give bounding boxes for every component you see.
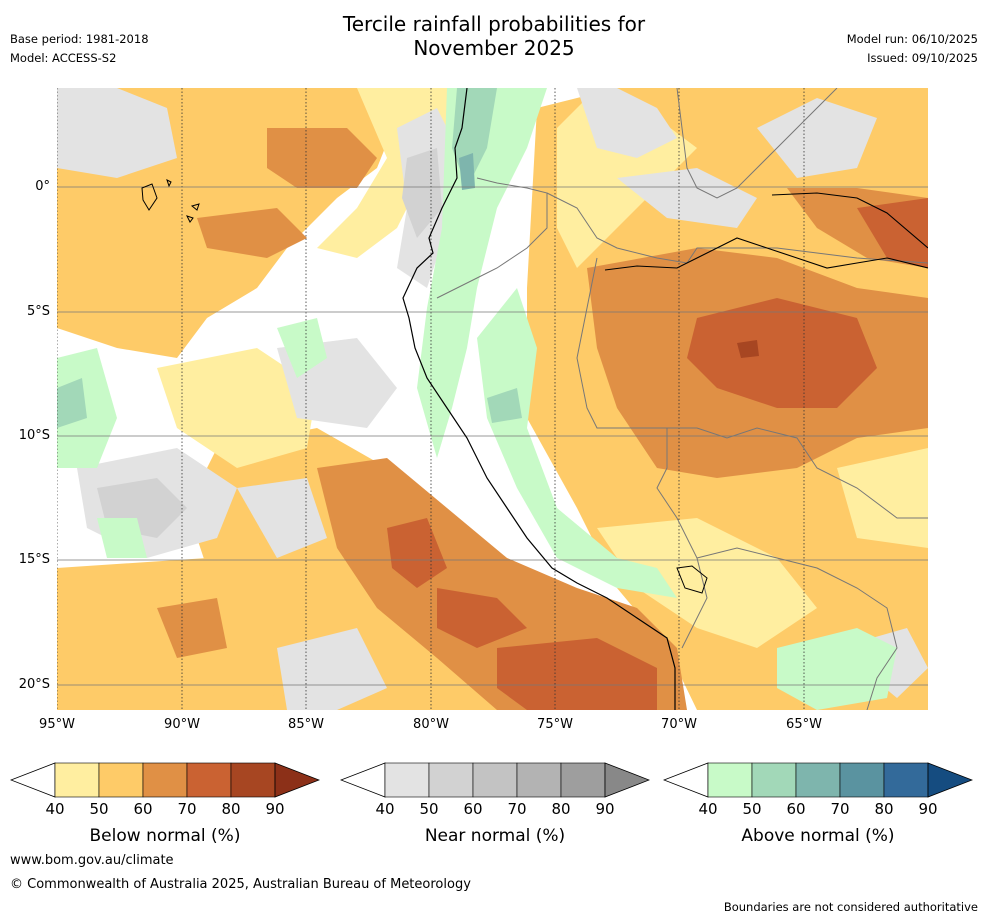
below-normal-colorbar-bin-4	[186, 762, 232, 798]
title-line-1: Tercile rainfall probabilities for	[342, 12, 646, 36]
amazon-river	[604, 237, 928, 271]
below-normal-colorbar-high-extend	[274, 762, 320, 798]
rio-negro	[771, 192, 928, 249]
near-normal-colorbar-bin-5	[560, 762, 606, 798]
near-normal-colorbar-title: Near normal (%)	[424, 826, 566, 846]
above-normal-40-50-regions	[57, 88, 897, 710]
latitude-gridlines	[57, 186, 928, 686]
above-normal-colorbar-bin-1	[707, 762, 753, 798]
near-normal-colorbar-tick: 60	[463, 800, 483, 818]
below-normal-70-80-regions	[387, 198, 928, 710]
footer-url: www.bom.gov.au/climate	[10, 853, 174, 868]
below-normal-colorbar-low-extend	[10, 762, 56, 798]
near-normal-colorbar-tick: 70	[507, 800, 527, 818]
lat-label-15s: 15°S	[18, 552, 50, 567]
below-normal-colorbar-bin-3	[142, 762, 188, 798]
issued-date: Issued: 09/10/2025	[867, 51, 978, 65]
near-normal-colorbar-tick: 90	[595, 800, 615, 818]
below-normal-colorbar-bin-2	[98, 762, 144, 798]
coastline	[402, 88, 676, 710]
near-normal-colorbar-tick: 40	[375, 800, 395, 818]
above-normal-60-70-regions	[459, 153, 475, 190]
near-normal-colorbar-tick: 50	[419, 800, 439, 818]
below-normal-colorbar-tick: 80	[221, 800, 241, 818]
below-normal-colorbar-tick: 60	[133, 800, 153, 818]
lon-label-75w: 75°W	[537, 717, 573, 732]
lon-label-80w: 80°W	[413, 717, 449, 732]
near-normal-colorbar-tick: 80	[551, 800, 571, 818]
lon-label-95w: 95°W	[39, 717, 75, 732]
above-normal-colorbar	[663, 762, 973, 798]
near-normal-colorbar-bin-4	[516, 762, 562, 798]
above-normal-colorbar-bin-4	[839, 762, 885, 798]
below-normal-colorbar-tick: 50	[89, 800, 109, 818]
footer-disclaimer: Boundaries are not considered authoritat…	[723, 900, 978, 914]
above-normal-colorbar-low-extend	[663, 762, 709, 798]
near-normal-colorbar-bin-1	[384, 762, 430, 798]
model-name: Model: ACCESS-S2	[10, 51, 117, 65]
probability-map	[57, 88, 928, 710]
near-normal-colorbar	[340, 762, 650, 798]
lon-label-85w: 85°W	[288, 717, 324, 732]
near-normal-colorbar-bin-2	[428, 762, 474, 798]
map-canvas	[57, 88, 928, 710]
above-normal-colorbar-bin-5	[883, 762, 929, 798]
above-normal-colorbar-high-extend	[927, 762, 973, 798]
lon-label-65w: 65°W	[786, 717, 822, 732]
lat-label-5s: 5°S	[26, 304, 50, 319]
lat-label-10s: 10°S	[18, 428, 50, 443]
lon-label-70w: 70°W	[661, 717, 697, 732]
title-line-2: November 2025	[413, 36, 575, 60]
near-normal-colorbar-high-extend	[604, 762, 650, 798]
above-normal-colorbar-tick: 50	[742, 800, 762, 818]
above-normal-colorbar-bin-2	[751, 762, 797, 798]
longitude-gridlines	[57, 88, 805, 710]
near-normal-colorbar-bin-3	[472, 762, 518, 798]
lat-label-20s: 20°S	[18, 677, 50, 692]
below-normal-colorbar-bin-5	[230, 762, 276, 798]
below-normal-colorbar-tick: 90	[265, 800, 285, 818]
lake-titicaca	[676, 565, 708, 594]
above-normal-colorbar-tick: 90	[918, 800, 938, 818]
below-normal-colorbar-tick: 70	[177, 800, 197, 818]
map-title: Tercile rainfall probabilities for Novem…	[0, 12, 988, 60]
country-borders	[436, 88, 928, 710]
lon-label-90w: 90°W	[164, 717, 200, 732]
above-normal-colorbar-bin-3	[795, 762, 841, 798]
model-run-date: Model run: 06/10/2025	[846, 32, 978, 46]
below-normal-colorbar-title: Below normal (%)	[89, 826, 241, 846]
near-normal-colorbar-low-extend	[340, 762, 386, 798]
below-normal-colorbar	[10, 762, 320, 798]
base-period: Base period: 1981-2018	[10, 32, 149, 46]
above-normal-colorbar-title: Above normal (%)	[741, 826, 895, 846]
above-normal-colorbar-tick: 70	[830, 800, 850, 818]
below-normal-colorbar-tick: 40	[45, 800, 65, 818]
galapagos-islands	[141, 179, 200, 223]
below-normal-colorbar-bin-1	[54, 762, 100, 798]
lat-label-0: 0°	[35, 179, 50, 194]
footer-copyright: © Commonwealth of Australia 2025, Austra…	[10, 877, 471, 892]
below-normal-80-90-regions	[737, 340, 759, 358]
above-normal-colorbar-tick: 60	[786, 800, 806, 818]
above-normal-colorbar-tick: 40	[698, 800, 718, 818]
above-normal-colorbar-tick: 80	[874, 800, 894, 818]
near-normal-50-60-regions	[97, 148, 442, 538]
